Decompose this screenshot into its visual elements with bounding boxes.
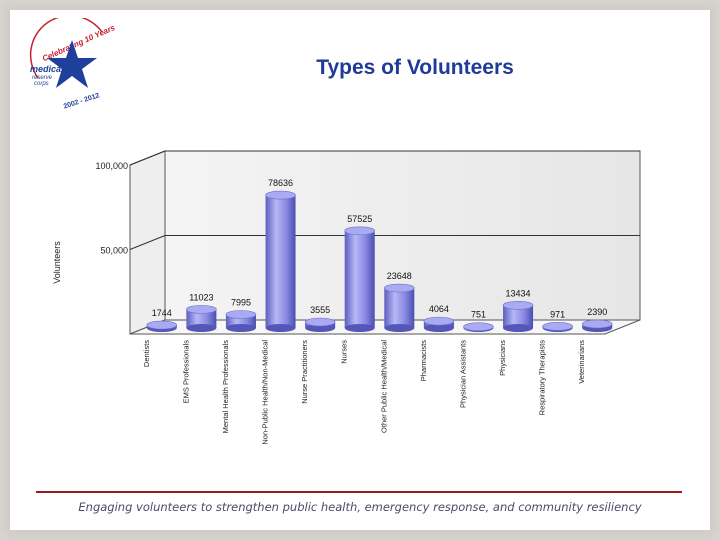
- bar-top: [383, 283, 415, 293]
- bar-top: [581, 319, 613, 329]
- category-label: Pharmacists: [419, 340, 428, 382]
- category-label: Respiratory Therapists: [538, 340, 547, 416]
- logo-text-reserve: reserve: [32, 75, 53, 81]
- bar-top: [225, 310, 257, 319]
- bar: [225, 310, 257, 332]
- bar-top: [146, 320, 178, 330]
- bar-top: [502, 300, 534, 310]
- bar-base: [503, 324, 534, 332]
- data-label: 751: [471, 310, 486, 320]
- bar-top: [344, 226, 376, 236]
- category-label: EMS Professionals: [181, 340, 190, 404]
- bar: [265, 190, 296, 332]
- bar: [383, 283, 415, 332]
- bar-top: [186, 305, 217, 314]
- bar-top: [265, 190, 296, 200]
- bar-top: [423, 316, 455, 326]
- bar-top: [542, 322, 573, 331]
- data-label: 13434: [506, 288, 531, 298]
- chart-bars: [146, 190, 613, 332]
- data-label: 2390: [587, 307, 607, 317]
- star-icon: [47, 40, 97, 88]
- category-label: Non-Public Health/Non-Medical: [261, 340, 270, 445]
- gridline-side: [129, 235, 166, 250]
- data-label: 7995: [231, 297, 251, 307]
- bar-top: [463, 322, 494, 332]
- bar-body: [503, 305, 534, 328]
- data-label: 971: [550, 309, 565, 319]
- data-label: 3555: [310, 305, 330, 315]
- y-tick-label: 50,000: [100, 246, 128, 256]
- category-label: Other Public Health/Medical: [379, 340, 388, 433]
- category-label: Veterinarians: [577, 340, 586, 384]
- mrc-logo: Celebrating 10 Years medical reserve cor…: [29, 18, 117, 110]
- bar: [304, 317, 336, 332]
- bar-base: [305, 324, 336, 332]
- bar-base: [186, 324, 217, 332]
- category-label: Physicians: [498, 340, 507, 376]
- data-label: 57525: [347, 214, 372, 224]
- bar: [146, 320, 178, 332]
- bar-body: [344, 230, 375, 328]
- category-label: Nurse Practitioners: [300, 340, 309, 404]
- category-label: Dentists: [142, 340, 151, 367]
- chart-labels: 50,000 100,000 Volunteers 1744 Dentists 11023…: [52, 161, 607, 445]
- bar: [186, 305, 217, 332]
- data-label: 23648: [387, 271, 412, 281]
- logo-text-medical: medical: [30, 64, 64, 74]
- logo-text-corps: corps: [34, 81, 49, 87]
- bar-body: [265, 195, 296, 328]
- category-label: Physician Assistants: [458, 340, 467, 408]
- bar-body: [186, 309, 217, 328]
- bar: [463, 322, 494, 332]
- bar-base: [384, 324, 415, 332]
- footer-tagline: Engaging volunteers to strengthen public…: [78, 500, 642, 514]
- bar: [581, 319, 613, 332]
- footer-divider: [36, 491, 682, 493]
- bar: [344, 226, 376, 332]
- page-title: Types of Volunteers: [316, 56, 514, 79]
- data-label: 78636: [268, 178, 293, 188]
- category-label: Nurses: [340, 340, 349, 364]
- bar-base: [225, 324, 256, 332]
- bar-base: [344, 324, 375, 332]
- bar: [542, 322, 573, 332]
- bar: [502, 300, 534, 332]
- category-label: Mental Health Professionals: [221, 340, 230, 434]
- data-label: 1744: [152, 308, 172, 318]
- y-axis-label: Volunteers: [52, 241, 62, 284]
- bar-top: [304, 317, 336, 327]
- gridline-side: [129, 150, 166, 166]
- y-tick-label: 100,000: [95, 161, 128, 171]
- bar-base: [265, 324, 296, 332]
- data-label: 11023: [189, 292, 213, 302]
- bar-body: [384, 288, 415, 328]
- data-label: 4064: [429, 304, 449, 314]
- bar: [423, 316, 455, 332]
- bar-base: [423, 324, 454, 332]
